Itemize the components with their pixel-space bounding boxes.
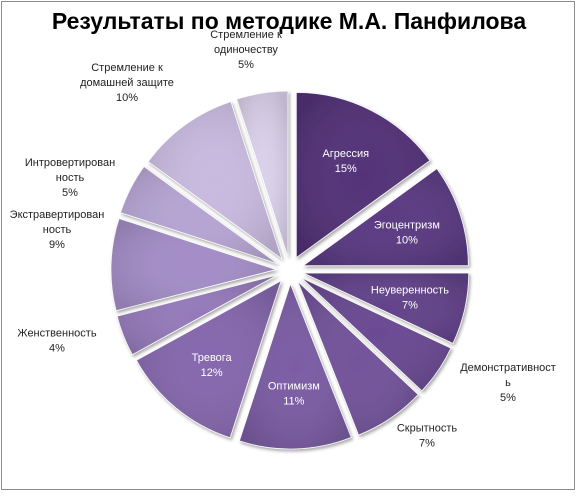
pie-slice-4	[301, 277, 452, 392]
pie-slice-1	[295, 92, 431, 259]
slice-name-label: Тревога	[192, 352, 233, 364]
pie-slice-2	[302, 168, 469, 267]
pie-slice-sheen	[136, 280, 282, 438]
slice-name-label: Агрессия	[322, 148, 369, 160]
pie-slice-9	[110, 218, 278, 312]
pie-slice-11	[147, 101, 283, 260]
slice-value-label: 10%	[396, 235, 418, 247]
slice-name-label: ность	[43, 224, 72, 236]
slice-label: Стремление к одиночеству 5%	[210, 29, 282, 71]
slice-value-label: 7%	[402, 299, 418, 311]
pie-slice-sheen	[148, 101, 282, 259]
slice-value-label: 11%	[283, 395, 304, 407]
slice-label: Тревога 12%	[192, 352, 233, 379]
pie-slice-5	[297, 281, 419, 436]
slice-label: Агрессия 15%	[322, 148, 369, 175]
pie-slice-sheen	[117, 275, 277, 355]
slice-name-label: одиночеству	[214, 44, 278, 56]
slice-value-label: 5%	[238, 59, 254, 71]
slice-label: Скрытность 7%	[397, 423, 458, 450]
slice-value-label: 12%	[201, 367, 223, 379]
slice-name-label: Скрытность	[397, 423, 458, 435]
pie-slice-12	[236, 90, 289, 257]
slice-name-label: ь	[505, 377, 511, 389]
pie-slice-10	[120, 166, 278, 265]
slice-value-label: 4%	[49, 343, 65, 355]
slice-label: Женственность 4%	[17, 328, 96, 355]
slice-name-label: Стремление к	[91, 62, 163, 74]
slice-value-label: 15%	[335, 163, 357, 175]
slice-name-label: домашней защите	[80, 77, 174, 89]
pie-slice-sheen	[303, 168, 469, 266]
pie-slice-sheen	[120, 166, 278, 264]
pie-slice-sheen	[301, 277, 451, 391]
slice-name-label: Интровертирован	[25, 157, 115, 169]
pie-slice-7	[135, 279, 282, 439]
pie-slice-8	[116, 274, 278, 356]
slice-label: Демонстративност ь 5%	[460, 362, 556, 404]
slice-name-label: Экстравертирован	[10, 209, 105, 221]
pie-slice-6	[238, 282, 352, 450]
pie-slice-sheen	[303, 273, 469, 344]
pie-slice-sheen	[236, 91, 288, 257]
slice-value-label: 10%	[116, 92, 138, 104]
slice-value-label: 9%	[49, 239, 65, 251]
slice-name-label: Неуверенность	[371, 284, 449, 296]
slice-label: Стремление к домашней защите 10%	[80, 62, 174, 104]
slice-name-label: Стремление к	[210, 29, 282, 41]
pie-slice-3	[303, 272, 470, 344]
pie-slice-sheen	[111, 218, 277, 311]
chart-title: Результаты по методике М.А. Панфилова	[51, 8, 527, 34]
slice-label: Неуверенность 7%	[371, 284, 449, 311]
slice-name-label: Демонстративност	[460, 362, 556, 374]
slice-value-label: 5%	[500, 392, 516, 404]
pie-slice-sheen	[239, 283, 352, 449]
slice-value-label: 7%	[419, 438, 435, 450]
slice-name-label: Оптимизм	[268, 380, 320, 392]
slice-label: Экстравертирован ность 9%	[10, 209, 105, 251]
slice-label: Интровертирован ность 5%	[25, 157, 115, 199]
slice-name-label: Женственность	[17, 328, 96, 340]
slice-label: Эгоцентризм 10%	[374, 220, 440, 247]
slice-value-label: 5%	[62, 187, 78, 199]
slice-name-label: Эгоцентризм	[374, 220, 440, 232]
pie-slice-sheen	[296, 92, 430, 258]
pie-slice-sheen	[297, 281, 419, 435]
slice-name-label: ность	[56, 172, 85, 184]
slice-label: Оптимизм 11%	[268, 380, 320, 407]
